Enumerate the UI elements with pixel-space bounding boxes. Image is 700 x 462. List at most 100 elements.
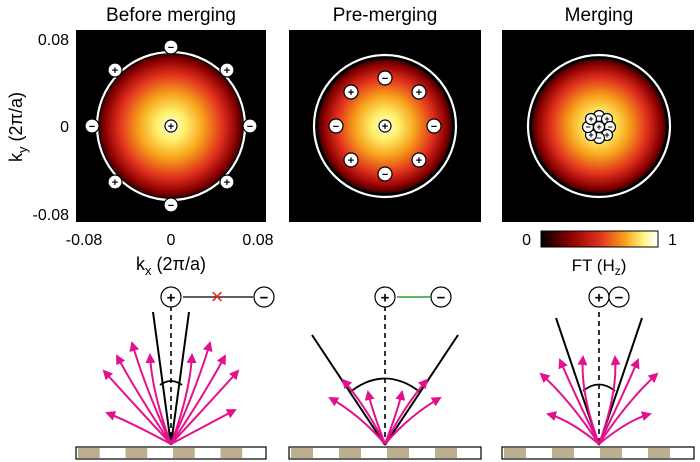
svg-text:+: +: [595, 289, 604, 306]
negative-charge: −: [608, 286, 630, 308]
panel-title-before-merging: Before merging: [106, 5, 236, 26]
svg-text:−: −: [168, 200, 174, 212]
substrates: [75, 446, 695, 460]
negative-charge: −: [253, 286, 275, 308]
cone-angle-arc: [349, 377, 421, 393]
emission-arrow: [170, 354, 226, 445]
schematic-charges: + − + − + −: [160, 286, 630, 308]
emission-arrow: [364, 390, 386, 445]
positive-charge: +: [343, 152, 359, 168]
svg-text:+: +: [588, 114, 593, 124]
colorbar-min-label: 0: [522, 232, 531, 249]
svg-text:−: −: [607, 122, 612, 132]
positive-charge: +: [411, 84, 427, 100]
positive-charge: +: [374, 286, 396, 308]
cone-edge-right: [170, 311, 190, 446]
emission-arrow: [129, 341, 172, 445]
positive-charge: +: [343, 84, 359, 100]
positive-charge: +: [378, 119, 392, 133]
emission-arrow: [546, 411, 600, 445]
svg-text:−: −: [615, 289, 624, 306]
cone-edge-left: [311, 334, 386, 446]
svg-text:+: +: [588, 130, 593, 140]
svg-text:−: −: [168, 42, 174, 54]
emission-arrow: [577, 355, 600, 445]
negative-charge: −: [163, 39, 179, 55]
emission-arrow: [598, 411, 652, 445]
negative-charge: −: [163, 197, 179, 213]
cone-edge-left: [152, 311, 172, 446]
y-tick-label: 0.08: [38, 32, 69, 49]
svg-text:−: −: [260, 289, 269, 306]
emission-arrow: [598, 355, 621, 445]
x-axis-label: kx (2π/a): [136, 254, 206, 278]
emission-arrow: [170, 409, 237, 445]
substrate: [501, 446, 695, 460]
emission-arrow: [384, 378, 429, 445]
cone-edge-right: [384, 334, 459, 446]
colorbar: [540, 230, 659, 248]
emission-arrow: [598, 372, 659, 445]
light-cone-circle-merging: [526, 53, 672, 199]
svg-text:+: +: [168, 121, 174, 133]
y-tick-label: 0: [60, 119, 69, 136]
svg-text:+: +: [382, 121, 388, 133]
svg-text:+: +: [604, 130, 609, 140]
svg-text:+: +: [112, 65, 118, 77]
axis-ticks: [76, 38, 259, 222]
emission-arrow: [145, 353, 172, 445]
positive-charge: +: [107, 174, 123, 190]
emission-arrow: [116, 354, 172, 445]
svg-text:−: −: [437, 289, 446, 306]
positive-charge: +: [164, 119, 178, 133]
svg-text:−: −: [382, 73, 388, 85]
svg-text:−: −: [382, 169, 388, 181]
colorbar-label: FT (Hz): [572, 256, 627, 278]
negative-charge: −: [84, 118, 100, 134]
schematic-pre-merging: [311, 296, 459, 446]
emission-arrow: [102, 369, 172, 445]
positive-charge: +: [219, 174, 235, 190]
svg-text:+: +: [224, 177, 230, 189]
schematic-before-merging: ×: [152, 284, 253, 446]
emission-arrow: [105, 411, 172, 445]
substrate: [288, 446, 482, 460]
svg-text:+: +: [596, 122, 601, 132]
svg-text:−: −: [247, 121, 253, 133]
emission-arrow: [558, 358, 600, 445]
colorbar-max-label: 1: [668, 232, 677, 249]
positive-charge: +: [588, 286, 610, 308]
positive-charge: +: [219, 62, 235, 78]
svg-text:−: −: [431, 121, 437, 133]
emission-arrow: [170, 341, 213, 445]
charge-markers: +−+−+−+−++−+−+−+−+− +−+−+−++: [84, 39, 617, 213]
light-cone-circle-pre: [312, 53, 458, 199]
y-tick-label: -0.08: [33, 207, 70, 224]
svg-text:+: +: [416, 155, 422, 167]
svg-text:+: +: [348, 155, 354, 167]
positive-charge: +: [411, 152, 427, 168]
negative-charge: −: [328, 118, 344, 134]
svg-text:+: +: [416, 87, 422, 99]
svg-text:−: −: [89, 121, 95, 133]
negative-charge: −: [430, 286, 452, 308]
svg-text:−: −: [596, 133, 601, 143]
svg-text:+: +: [348, 87, 354, 99]
negative-charge: −: [426, 118, 442, 134]
negative-charge: −: [377, 166, 393, 182]
emission-rays: [102, 341, 659, 445]
negative-charge: −: [242, 118, 258, 134]
emission-arrow: [384, 397, 442, 445]
svg-text:+: +: [167, 289, 176, 306]
substrate: [75, 446, 267, 460]
x-tick-label: 0: [167, 232, 176, 249]
cone-angle-arc: [582, 383, 616, 392]
svg-text:+: +: [381, 289, 390, 306]
positive-charge: +: [592, 120, 606, 134]
svg-text:+: +: [112, 177, 118, 189]
panel-title-pre-merging: Pre-merging: [333, 5, 438, 26]
svg-text:+: +: [224, 65, 230, 77]
svg-text:+: +: [604, 114, 609, 124]
svg-text:−: −: [585, 122, 590, 132]
